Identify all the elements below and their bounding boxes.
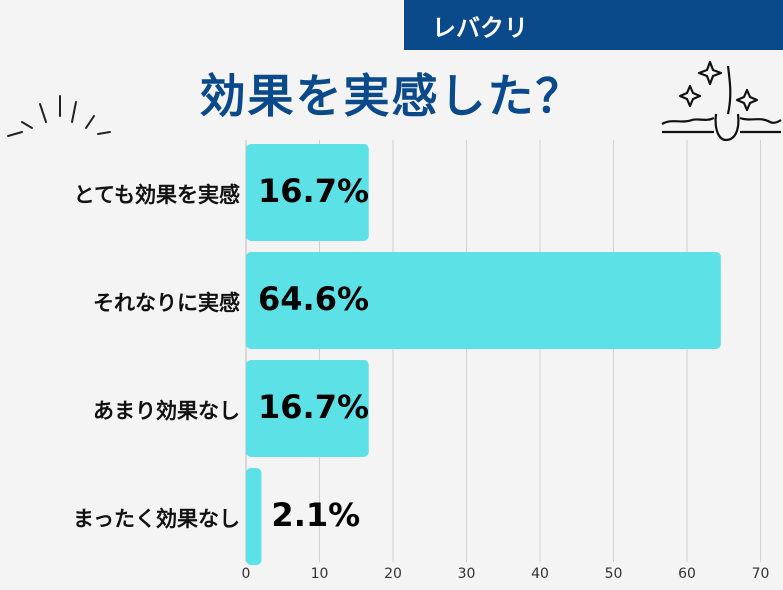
bar — [246, 360, 369, 457]
brand-label: レバクリ — [432, 13, 528, 42]
value-label: 64.6% — [258, 279, 370, 318]
value-label: 16.7% — [258, 387, 370, 426]
x-tick-label: 30 — [457, 566, 476, 582]
bar — [246, 468, 262, 565]
brand-tab: レバクリ — [404, 0, 783, 50]
x-tick-label: 20 — [384, 566, 402, 582]
value-label: 2.1% — [271, 495, 361, 534]
x-tick-label: 60 — [678, 566, 696, 582]
x-tick-label: 70 — [751, 566, 770, 582]
category-label: まったく効果なし — [72, 506, 240, 531]
x-tick-label: 50 — [604, 566, 623, 582]
x-tick-label: 0 — [241, 566, 251, 582]
bar — [246, 144, 369, 241]
burst-lines-icon — [7, 95, 111, 137]
category-label: あまり効果なし — [93, 398, 240, 423]
bar — [246, 252, 721, 349]
category-label: それなりに実感 — [93, 290, 240, 315]
hair-follicle-sparkle-icon — [661, 60, 782, 142]
x-tick-label: 40 — [531, 566, 549, 582]
category-label: とても効果を実感 — [73, 182, 240, 207]
chart-title: 効果を実感した？ — [199, 69, 584, 123]
value-label: 16.7% — [258, 171, 370, 210]
x-tick-label: 10 — [310, 566, 329, 582]
